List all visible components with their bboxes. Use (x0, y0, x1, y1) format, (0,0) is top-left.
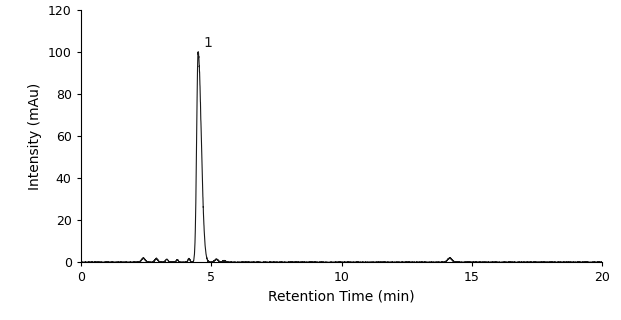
X-axis label: Retention Time (min): Retention Time (min) (268, 290, 415, 304)
Text: 1: 1 (203, 36, 212, 50)
Y-axis label: Intensity (mAu): Intensity (mAu) (29, 82, 42, 190)
